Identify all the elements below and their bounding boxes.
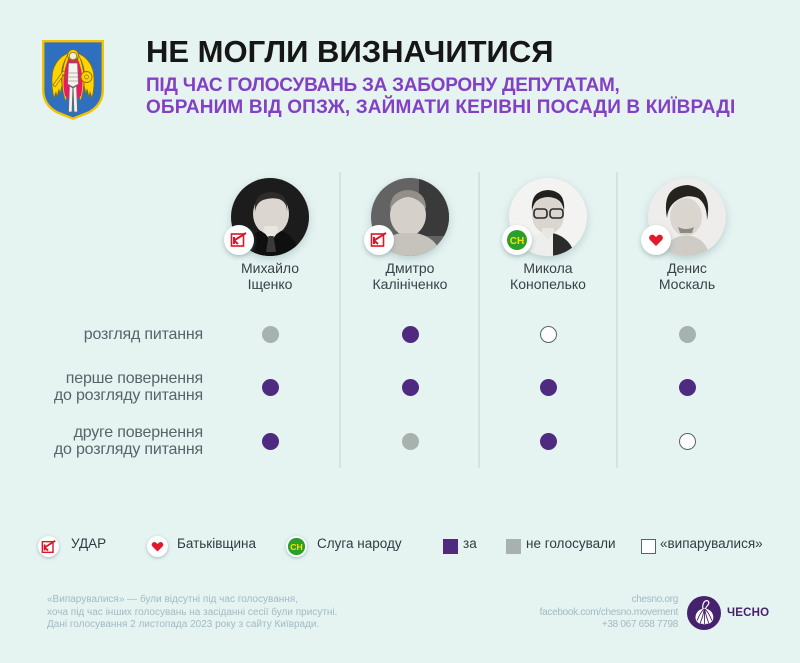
svg-text:СН: СН bbox=[510, 236, 524, 247]
svg-text:СН: СН bbox=[290, 542, 302, 552]
